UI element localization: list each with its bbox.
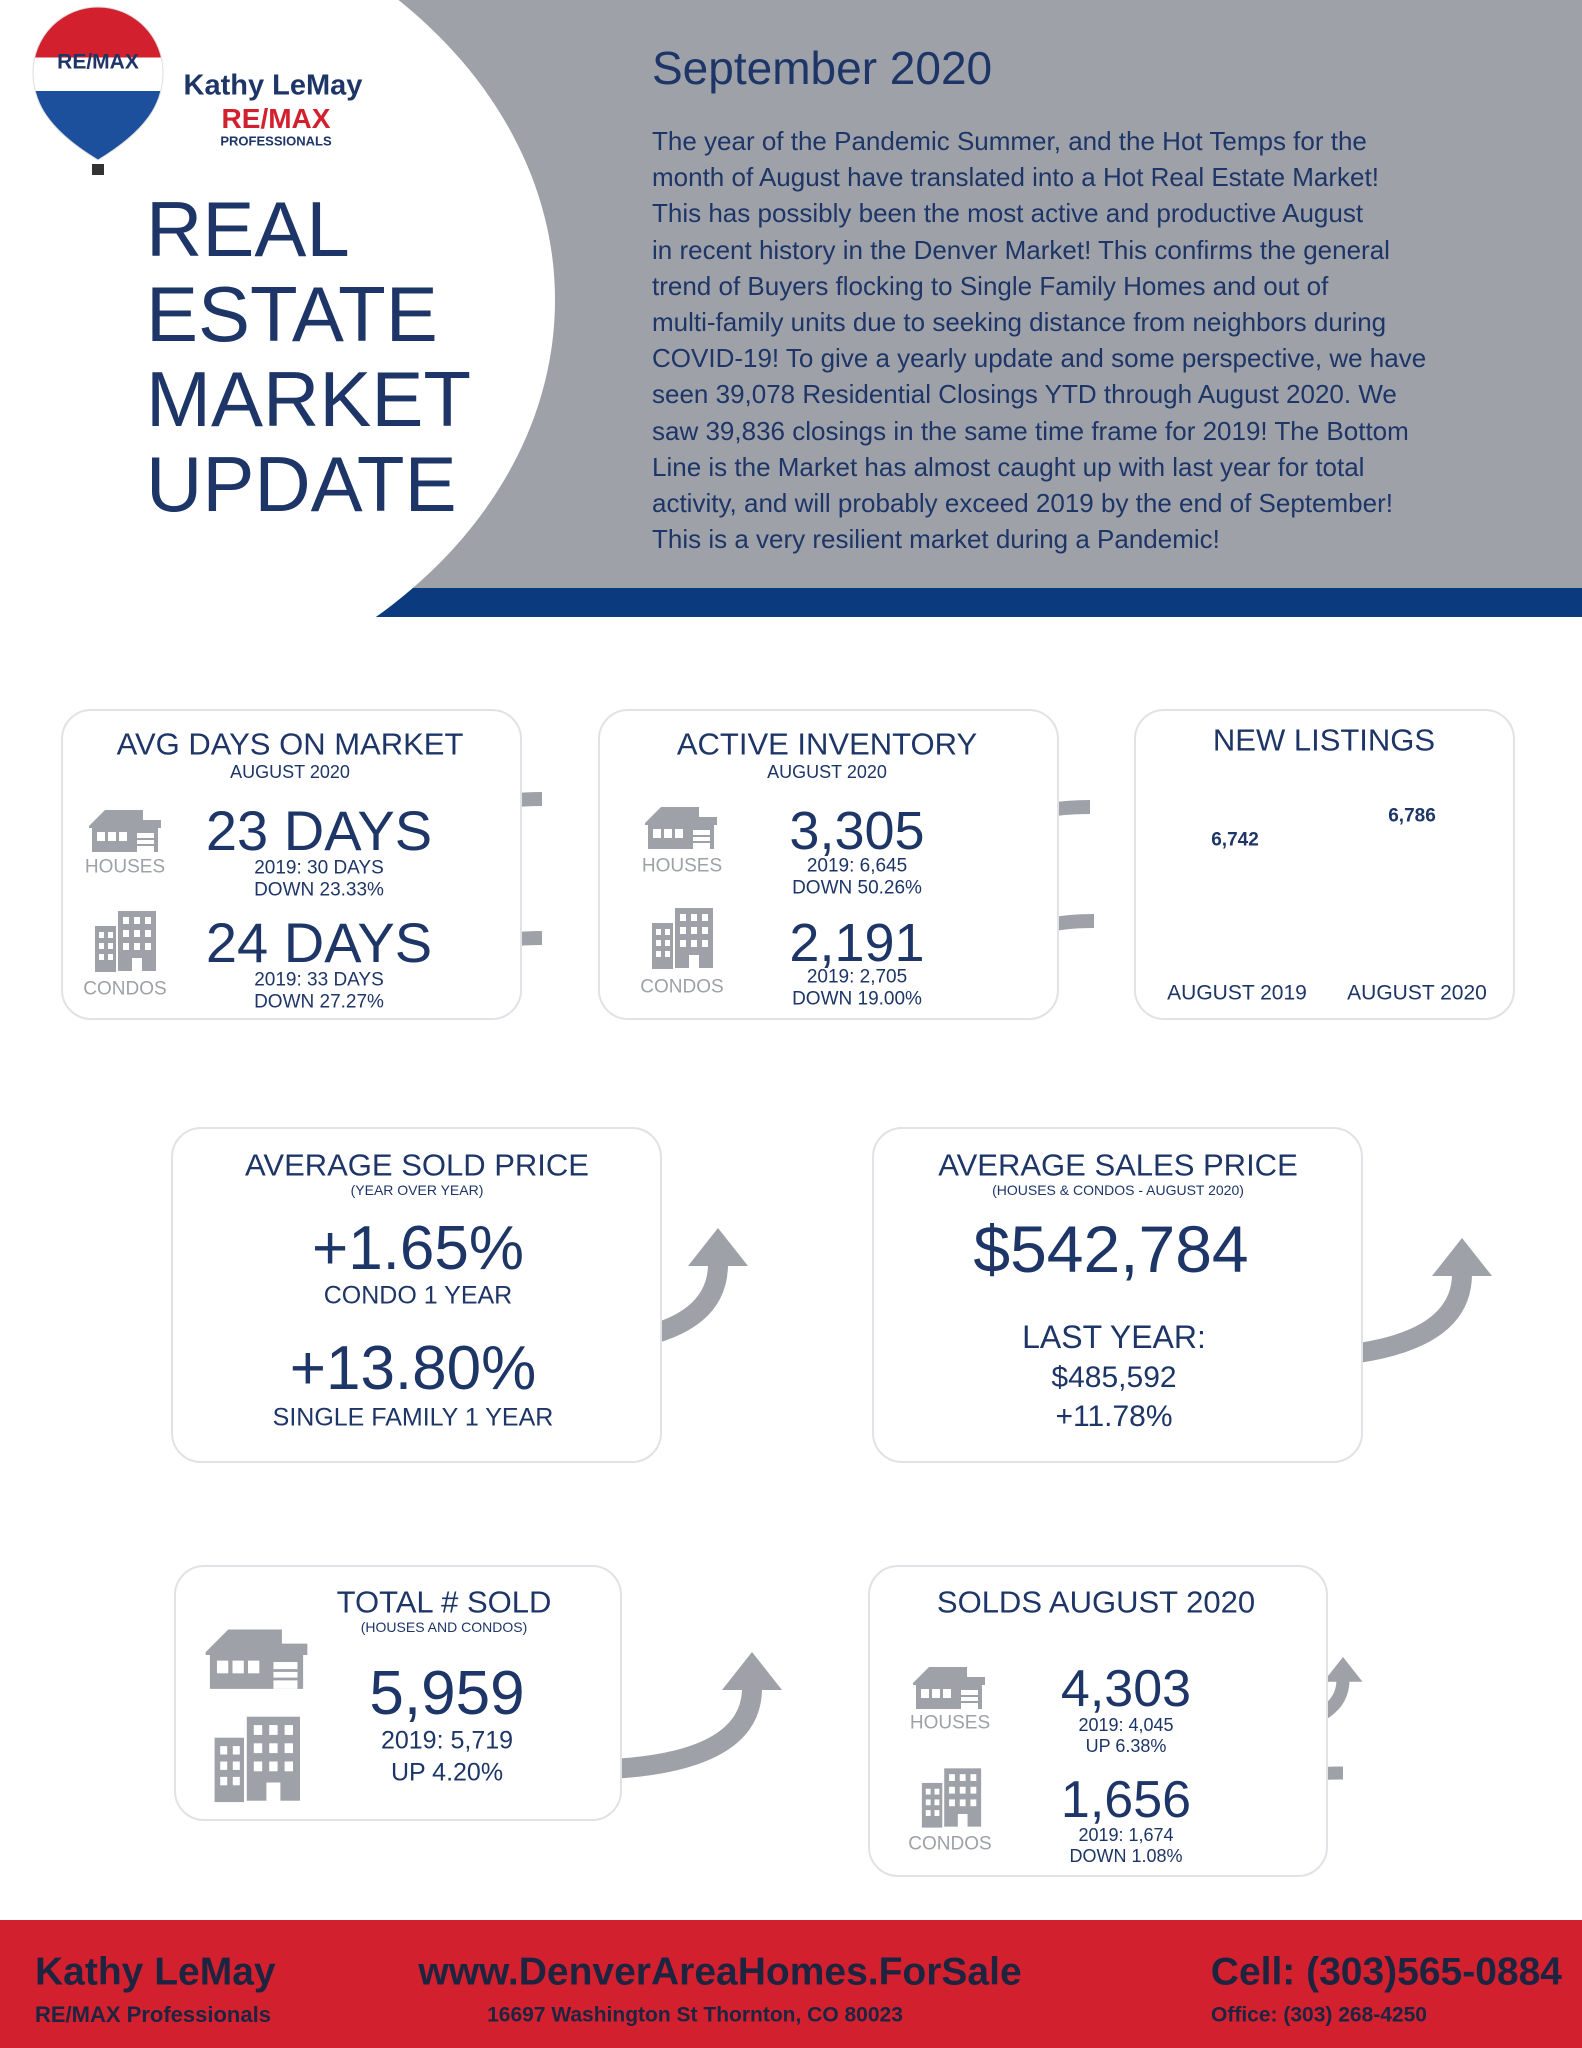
- icon-label: CONDOS: [83, 978, 167, 1000]
- card-subtitle: (HOUSES AND CONDOS): [360, 1619, 528, 1635]
- stat-label: SINGLE FAMILY 1 YEAR: [272, 1403, 554, 1432]
- body-line: seen 39,078 Residential Closings YTD thr…: [652, 379, 1397, 410]
- card-title: AVG DAYS ON MARKET: [116, 726, 464, 762]
- card-subtitle: (HOUSES & CONDOS - AUGUST 2020): [992, 1182, 1244, 1198]
- card: [171, 1127, 662, 1463]
- card-title: ACTIVE INVENTORY: [676, 726, 978, 762]
- stat-prior: 2019: 33 DAYS: [254, 969, 384, 991]
- icon-label: HOUSES: [909, 1712, 991, 1734]
- footer-name: Kathy LeMay: [35, 1950, 276, 1994]
- card: [1134, 709, 1515, 1020]
- logo-brand: RE/MAX: [57, 50, 139, 74]
- body-line: This is a very resilient market during a…: [652, 524, 1220, 555]
- logo-division: PROFESSIONALS: [220, 133, 332, 149]
- title-line: MARKET: [146, 355, 472, 443]
- body-line: This has possibly been the most active a…: [652, 198, 1364, 229]
- logo-company: RE/MAX: [221, 103, 331, 134]
- arrow-head: [688, 1228, 748, 1266]
- body-line: multi-family units due to seeking distan…: [652, 307, 1387, 337]
- title-line: REAL: [146, 185, 350, 273]
- footer-office: Office: (303) 268-4250: [1211, 2003, 1427, 2027]
- body-line: COVID-19! To give a yearly update and so…: [652, 343, 1427, 374]
- title-line: UPDATE: [146, 440, 457, 528]
- footer-address: 16697 Washington St Thornton, CO 80023: [487, 2003, 903, 2027]
- stat-prior: 2019: 6,645: [806, 855, 908, 877]
- stat-line: $485,592: [1051, 1361, 1177, 1394]
- stat-change: DOWN 23.33%: [254, 879, 384, 901]
- body-line: in recent history in the Denver Market! …: [652, 234, 1390, 265]
- card-title: NEW LISTINGS: [1212, 722, 1436, 758]
- icon-label: CONDOS: [908, 1833, 992, 1855]
- arrow-head: [1323, 1657, 1363, 1682]
- stat-prior: 2019: 4,045: [1078, 1715, 1174, 1735]
- date: September 2020: [652, 42, 993, 94]
- body-line: trend of Buyers flocking to Single Famil…: [652, 270, 1329, 301]
- stat-prior: 2019: 30 DAYS: [254, 857, 384, 879]
- footer-company: RE/MAX Professionals: [35, 2002, 271, 2027]
- listing-value: 6,786: [1388, 805, 1436, 827]
- listing-label: AUGUST 2020: [1347, 981, 1487, 1005]
- logo-balloon: [32, 6, 164, 161]
- stat-value: +1.65%: [311, 1214, 525, 1283]
- stat-value: 23 DAYS: [205, 799, 433, 862]
- card-title: AVERAGE SOLD PRICE: [245, 1147, 589, 1183]
- stat-prior: 2019: 5,719: [380, 1726, 514, 1755]
- body-line: month of August have translated into a H…: [652, 162, 1379, 193]
- stat-prior: 2019: 1,674: [1078, 1825, 1174, 1845]
- stat-value: 24 DAYS: [205, 911, 433, 974]
- logo-basket: [92, 164, 104, 175]
- card-title: AVERAGE SALES PRICE: [938, 1147, 1298, 1183]
- arrow-head: [722, 1652, 782, 1690]
- card-subtitle: AUGUST 2020: [767, 762, 887, 782]
- stat-value: $542,784: [973, 1212, 1249, 1286]
- footer-band: [0, 1920, 1582, 2048]
- icon-label: HOUSES: [84, 856, 166, 878]
- stat-change: UP 6.38%: [1085, 1736, 1167, 1756]
- body-line: activity, and will probably exceed 2019 …: [652, 488, 1393, 518]
- icon-label: CONDOS: [640, 976, 724, 998]
- title-line: ESTATE: [146, 270, 438, 358]
- stat-value: 5,959: [369, 1659, 525, 1728]
- stat-change: DOWN 27.27%: [254, 991, 384, 1013]
- body-line: The year of the Pandemic Summer, and the…: [652, 126, 1367, 156]
- stat-value: 4,303: [1060, 1660, 1192, 1718]
- stat-value: 2,191: [789, 913, 925, 973]
- stat-change: DOWN 1.08%: [1069, 1846, 1183, 1866]
- card-subtitle: (YEAR OVER YEAR): [350, 1182, 484, 1198]
- card-subtitle: AUGUST 2020: [230, 762, 350, 782]
- stat-value: 3,305: [789, 801, 925, 861]
- stat-value: +13.80%: [289, 1334, 537, 1403]
- stat-label: CONDO 1 YEAR: [323, 1281, 513, 1310]
- body-line: Line is the Market has almost caught up …: [652, 451, 1365, 482]
- listing-value: 6,742: [1211, 829, 1259, 851]
- stat-prior: 2019: 2,705: [806, 966, 908, 988]
- listing-label: AUGUST 2019: [1167, 981, 1307, 1005]
- footer-website: www.DenverAreaHomes.ForSale: [418, 1950, 1022, 1994]
- card-title: SOLDS AUGUST 2020: [936, 1584, 1256, 1620]
- icon-label: HOUSES: [641, 855, 723, 877]
- header-circle: [0, 0, 555, 731]
- arrow-head: [1432, 1238, 1492, 1276]
- stat-change: DOWN 19.00%: [792, 988, 922, 1010]
- body-line: saw 39,836 closings in the same time fra…: [652, 415, 1409, 446]
- card-title: TOTAL # SOLD: [336, 1584, 552, 1620]
- card: [872, 1127, 1363, 1463]
- stat-change: DOWN 50.26%: [792, 877, 922, 899]
- stat-line: +11.78%: [1055, 1400, 1173, 1433]
- footer-cell: Cell: (303)565-0884: [1210, 1950, 1562, 1994]
- stat-change: UP 4.20%: [390, 1758, 504, 1787]
- logo-agent: Kathy LeMay: [183, 69, 363, 102]
- stat-line: LAST YEAR:: [1022, 1319, 1206, 1355]
- stat-value: 1,656: [1060, 1771, 1192, 1829]
